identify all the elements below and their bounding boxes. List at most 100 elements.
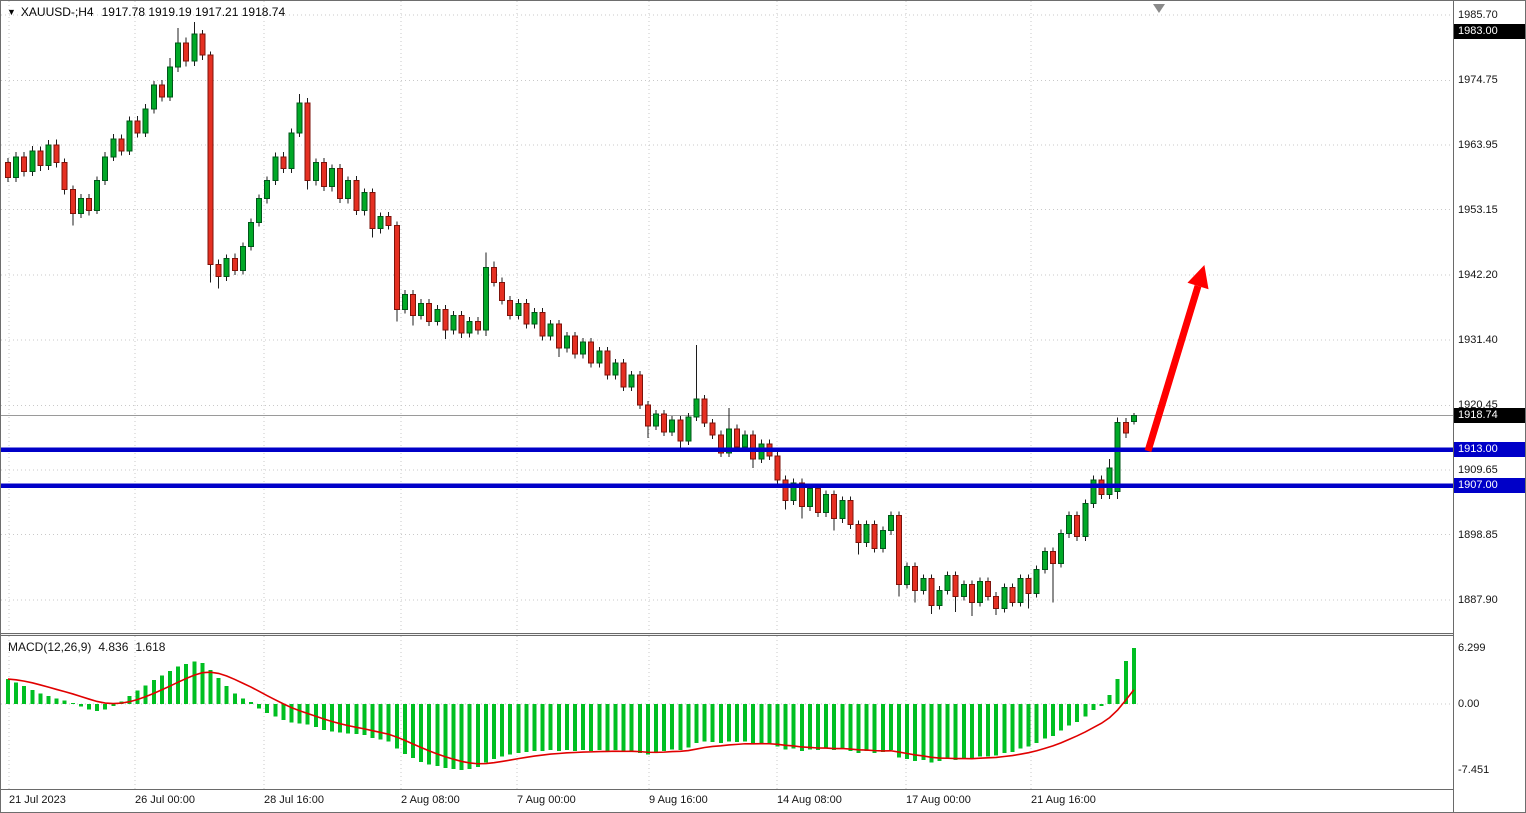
candle-up [612,362,619,376]
macd-bar [597,704,602,751]
candle-up [839,500,846,520]
time-tick-label: 9 Aug 16:00 [649,794,708,806]
candle-up [329,168,335,188]
candle-down [118,138,125,152]
last-price-badge: 1918.74 [1454,408,1525,424]
candle-down [750,434,757,460]
macd-bar [224,686,229,704]
macd-bar [969,704,974,760]
candle-up [45,144,52,167]
macd-bar [637,704,642,753]
candle-down [1025,577,1032,594]
candle-up [944,574,951,591]
price-tick-label: 1985.70 [1458,9,1498,21]
macd-bar [435,704,440,767]
macd-bar [30,689,35,704]
candle-up [1058,533,1064,565]
candle-up [272,156,279,182]
collapse-triangle-icon[interactable]: ▼ [7,7,16,17]
macd-bar [824,704,829,749]
chart-shift-marker-icon[interactable] [1153,4,1165,13]
candle-down [831,494,838,520]
candle-down [385,216,392,227]
time-tick-label: 21 Aug 16:00 [1031,794,1096,806]
macd-bar [459,704,464,771]
candle-up [223,257,230,277]
candle-down [442,308,449,331]
macd-bar [1026,704,1031,747]
candle-up [401,293,408,310]
candle-up [936,589,943,606]
candle-down [572,335,578,355]
macd-bar [411,704,415,759]
macd-indicator-label: MACD(12,26,9) 4.836 1.618 [8,640,172,654]
candle-down [304,102,311,182]
macd-bar [216,678,221,704]
candle-up [345,180,352,200]
macd-bar [1099,704,1104,706]
macd-bar [362,704,367,736]
macd-bar [87,704,91,710]
symbol-timeframe-label: XAUUSD-;H4 [20,5,94,19]
candle-up [110,138,117,158]
candle-up [887,515,894,532]
candle-down [320,162,327,188]
candle-down [426,302,433,322]
candle-down [985,580,992,597]
macd-bar [678,704,683,751]
candle-down [474,320,481,331]
price-tick-label: 1887.90 [1458,594,1498,606]
candle-up [628,374,635,388]
candle-down [734,428,740,448]
macd-bar [370,704,375,738]
candle-down [231,257,238,271]
price-axis[interactable]: 1983.00 1918.74 1913.00 1907.00 1985.70 1… [1453,1,1525,812]
range-high-badge: 1983.00 [1454,23,1525,39]
macd-bar [937,704,942,761]
macd-bar [978,704,982,757]
macd-bar [573,704,577,752]
macd-bar [735,704,739,743]
support-line-badge-1913: 1913.00 [1454,442,1525,458]
macd-signal-value: 1.618 [135,640,166,654]
macd-bar [111,704,116,706]
macd-bar [986,704,991,757]
price-tick-label: 1974.75 [1458,74,1498,87]
macd-bar [232,693,237,704]
macd-bar [402,704,407,754]
candle-up [94,180,101,212]
candle-up [977,580,983,603]
macd-bar [176,666,181,704]
macd-bar [1042,704,1047,739]
macd-tick-label: -7.451 [1458,764,1490,777]
candle-down [774,455,781,481]
macd-chart-svg[interactable] [1,636,1453,789]
price-tick-label: 1920.45 [1458,399,1498,412]
candle-up [920,577,927,591]
candle-up [904,566,911,585]
trend-arrow[interactable] [1144,284,1202,453]
macd-bar [330,704,334,732]
candle-up [418,302,425,316]
macd-bar [994,704,999,756]
macd-pane[interactable] [1,636,1453,789]
candle-up [547,323,554,337]
candle-down [183,42,190,62]
time-axis[interactable]: 21 Jul 2023 26 Jul 00:00 28 Jul 16:00 2 Aug… [1,790,1453,812]
price-pane[interactable] [1,1,1453,634]
macd-bar [451,704,456,769]
candle-down [507,299,514,316]
macd-bar [945,704,950,760]
candle-down [555,323,562,349]
price-chart-svg[interactable] [1,1,1453,634]
candle-up [1130,415,1137,422]
price-tick-label: 1898.85 [1458,528,1498,541]
candle-down [1009,586,1016,603]
trend-arrow-head[interactable] [1187,264,1209,290]
macd-bar [95,704,100,712]
macd-bar [1075,704,1080,722]
macd-bar [273,704,278,717]
macd-bar [475,704,480,768]
macd-bar [200,663,205,704]
pane-divider[interactable] [1,633,1453,636]
